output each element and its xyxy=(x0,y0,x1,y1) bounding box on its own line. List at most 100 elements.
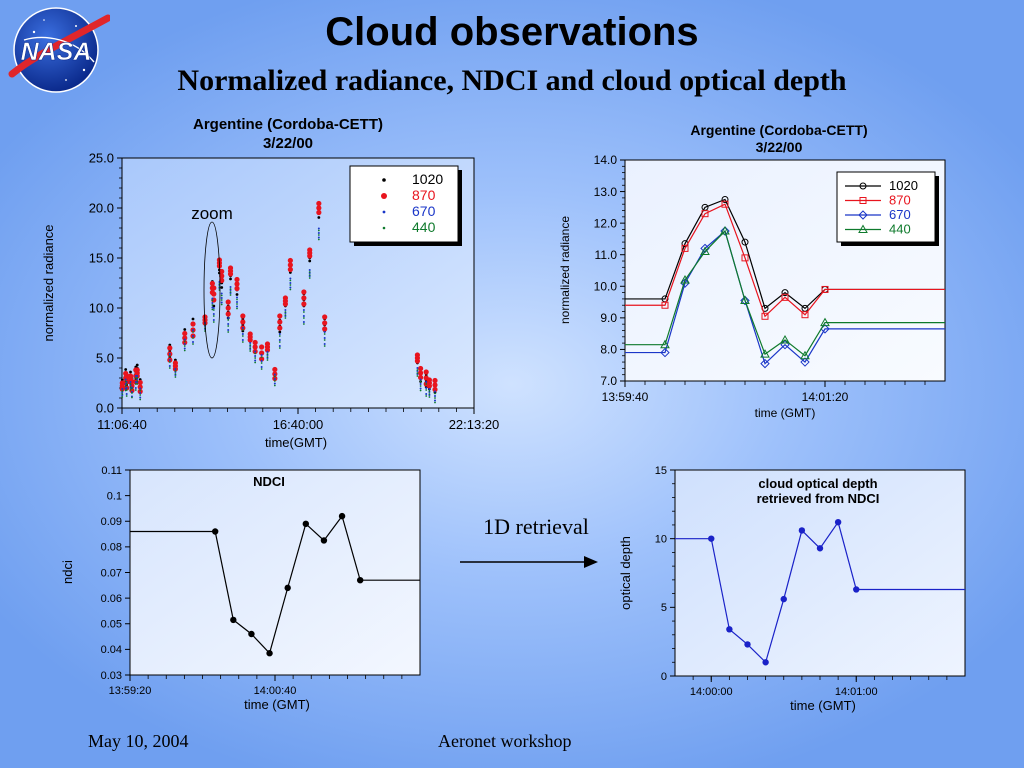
data-point xyxy=(168,353,171,355)
data-point xyxy=(302,323,305,325)
y-tick-label: 0.03 xyxy=(101,670,122,682)
data-point xyxy=(248,630,255,638)
data-point xyxy=(134,377,137,379)
y-tick-label: 5.0 xyxy=(96,351,114,366)
series-870 xyxy=(625,200,945,320)
chart-title: Argentine (Cordoba-CETT) xyxy=(193,116,383,133)
data-point xyxy=(174,370,177,372)
data-point xyxy=(234,285,240,292)
data-point xyxy=(428,390,431,392)
data-point xyxy=(418,365,424,372)
data-point xyxy=(289,288,292,291)
data-point xyxy=(211,528,219,535)
retrieval-arrow-icon xyxy=(460,556,598,568)
data-point xyxy=(821,285,829,293)
data-point xyxy=(220,301,223,304)
x-tick-label: 14:00:00 xyxy=(690,686,733,698)
data-point xyxy=(249,342,252,344)
data-point xyxy=(174,373,177,375)
data-point xyxy=(211,304,214,306)
data-point xyxy=(190,321,196,327)
data-point xyxy=(259,356,265,362)
data-point xyxy=(192,341,194,343)
data-point xyxy=(308,274,311,276)
data-point xyxy=(780,334,790,344)
data-point xyxy=(762,659,769,666)
legend-label: 670 xyxy=(889,207,911,222)
series-line xyxy=(675,520,965,664)
data-point xyxy=(134,387,137,389)
y-tick-label: 14.0 xyxy=(594,153,618,167)
data-point xyxy=(721,200,729,208)
data-point xyxy=(212,315,215,317)
data-point xyxy=(287,257,293,264)
data-point xyxy=(125,389,128,391)
data-point xyxy=(254,350,257,353)
data-point xyxy=(183,349,186,352)
series-440 xyxy=(625,226,945,360)
data-point xyxy=(241,339,244,341)
data-point xyxy=(418,370,424,376)
data-point xyxy=(434,399,436,402)
data-point xyxy=(289,286,292,289)
data-point xyxy=(266,356,269,358)
legend-marker xyxy=(382,210,386,214)
data-point xyxy=(264,341,271,347)
x-tick-label: 11:06:40 xyxy=(97,417,147,432)
data-point xyxy=(183,340,186,343)
data-point xyxy=(680,278,690,288)
data-point xyxy=(136,375,139,377)
y-axis-label: normalized radiance xyxy=(558,216,572,324)
data-point xyxy=(740,295,750,304)
x-tick-label: 14:00:40 xyxy=(254,685,297,697)
data-point xyxy=(432,377,438,384)
data-point xyxy=(182,335,188,341)
data-point xyxy=(859,182,867,190)
data-point xyxy=(230,616,237,624)
data-point xyxy=(219,268,225,275)
data-point xyxy=(798,527,806,534)
y-tick-label: 0.1 xyxy=(107,490,122,502)
data-point xyxy=(168,361,171,363)
x-tick-label: 13:59:20 xyxy=(109,685,152,697)
data-point xyxy=(236,305,238,308)
data-point xyxy=(227,319,230,321)
x-axis-label: time (GMT) xyxy=(244,697,310,712)
data-point xyxy=(423,369,429,375)
data-point xyxy=(137,379,143,386)
footer-event: Aeronet workshop xyxy=(438,731,572,751)
data-point xyxy=(247,331,253,337)
y-tick-label: 0.05 xyxy=(101,619,122,631)
series-line xyxy=(625,229,945,357)
data-point xyxy=(816,545,824,552)
y-tick-label: 0.07 xyxy=(101,567,122,579)
data-point xyxy=(192,329,194,331)
y-tick-label: 5 xyxy=(661,602,667,614)
data-point xyxy=(225,311,231,317)
y-tick-label: 0 xyxy=(661,671,667,683)
data-point xyxy=(273,375,276,378)
data-point xyxy=(254,359,257,362)
data-point xyxy=(316,200,322,207)
data-point xyxy=(182,330,188,337)
data-point xyxy=(227,329,230,331)
data-point xyxy=(229,288,232,290)
data-point xyxy=(434,395,436,397)
data-point xyxy=(317,229,320,232)
data-point xyxy=(302,309,305,311)
data-point xyxy=(289,277,292,280)
data-point xyxy=(317,216,321,219)
data-point xyxy=(241,327,244,329)
slide-title: Cloud observations xyxy=(325,10,699,54)
data-point xyxy=(419,378,422,381)
data-point xyxy=(229,286,232,288)
data-point xyxy=(174,376,177,378)
y-tick-label: 10.0 xyxy=(89,301,114,316)
data-point xyxy=(124,373,130,379)
data-point xyxy=(681,244,689,252)
data-point xyxy=(680,274,690,284)
zoom-ellipse xyxy=(203,221,221,359)
data-point xyxy=(273,373,276,376)
data-point xyxy=(134,389,137,391)
